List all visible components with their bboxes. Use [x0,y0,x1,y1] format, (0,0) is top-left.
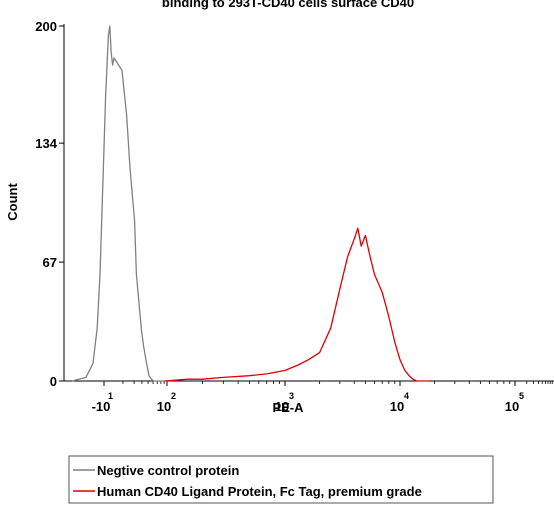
series-line-cd40-ligand [164,227,430,382]
x-tick-label: 10 [275,399,289,414]
legend-box [68,455,494,504]
x-tick-exponent: 2 [171,391,176,401]
x-tick-label: -10 [92,399,111,414]
series-line-negative-control [71,25,165,382]
y-tick-label: 200 [35,19,57,34]
chart-title: binding to 293T-CD40 cells surface CD40 [162,0,414,10]
x-tick-exponent: 3 [289,391,294,401]
series-lines [71,25,430,382]
y-axis-label: Count [5,183,20,221]
x-tick-label: 10 [157,399,171,414]
y-axis-ticks: 0 67 134 200 [35,19,64,389]
x-tick-exponent: 4 [404,391,409,401]
legend-label: Negtive control protein [97,463,239,478]
x-tick-label: 10 [390,399,404,414]
legend: Negtive control protein Human CD40 Ligand… [68,455,494,504]
x-tick-exponent: 1 [108,391,113,401]
y-tick-label: 0 [50,374,57,389]
y-tick-label: 67 [43,255,57,270]
y-tick-label: 134 [35,136,57,151]
x-axis-label: PE-A [272,400,304,415]
x-tick-label: 10 [505,399,519,414]
x-tick-exponent: 5 [519,391,524,401]
axes [63,24,554,382]
legend-label: Human CD40 Ligand Protein, Fc Tag, premi… [97,484,422,499]
